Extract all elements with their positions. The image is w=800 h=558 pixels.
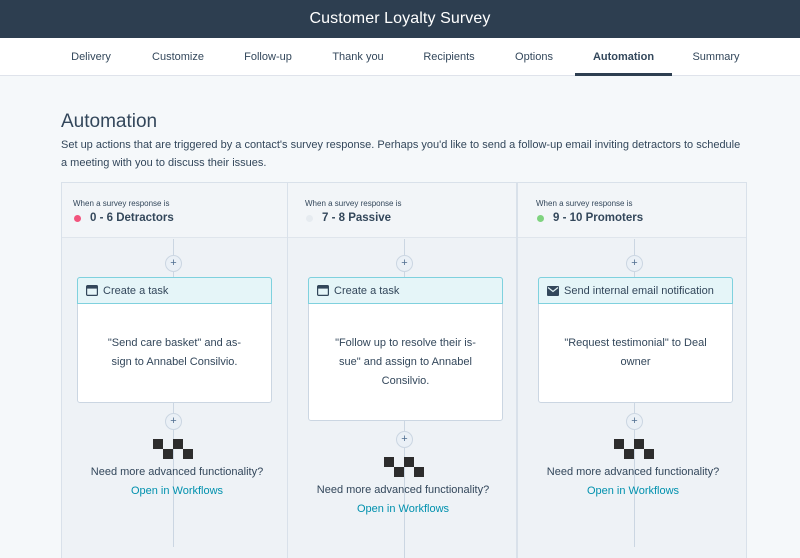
main-content: Automation Set up actions that are trigg… (0, 77, 800, 558)
add-action-button[interactable]: + (165, 255, 182, 272)
score-dot-icon (537, 215, 544, 222)
email-icon (547, 285, 559, 297)
action-label: Create a task (103, 284, 169, 297)
segment-name: 9 - 10 Promoters (553, 212, 644, 224)
advanced-functionality-text: Need more advanced functionality? (90, 466, 264, 478)
open-in-workflows-link[interactable]: Open in Workflows (130, 485, 224, 497)
advanced-functionality-text: Need more advanced functionality? (316, 484, 490, 496)
action-card[interactable]: Create a task "Send care basket" and as-… (77, 277, 272, 403)
plus-icon: + (631, 257, 638, 269)
automation-column-passive: When a survey response is 7 - 8 Passive … (287, 182, 517, 558)
automation-column-detractors: When a survey response is 0 - 6 Detracto… (61, 182, 291, 558)
add-action-button[interactable]: + (396, 431, 413, 448)
tab-thank-you[interactable]: Thank you (318, 38, 398, 76)
plus-icon: + (401, 433, 408, 445)
active-tab-indicator (575, 73, 672, 76)
trigger-prefix: When a survey response is (305, 199, 402, 208)
action-label: Send internal email notification (564, 284, 714, 297)
tab-customize[interactable]: Customize (139, 38, 217, 76)
tab-label: Recipients (423, 51, 475, 63)
action-card-header: Create a task (77, 277, 272, 304)
add-action-button[interactable]: + (396, 255, 413, 272)
tab-label: Customize (152, 51, 204, 63)
action-card-header: Send internal email notification (538, 277, 733, 304)
tab-options[interactable]: Options (499, 38, 569, 76)
action-description: "Follow up to resolve their is-sue" and … (335, 336, 476, 387)
action-description: "Send care basket" and as-sign to Annabe… (107, 337, 242, 368)
trigger-prefix: When a survey response is (73, 199, 170, 208)
open-in-workflows-link[interactable]: Open in Workflows (586, 485, 680, 497)
add-action-button[interactable]: + (626, 255, 643, 272)
automation-column-promoters: When a survey response is 9 - 10 Promote… (517, 182, 747, 558)
trigger-prefix: When a survey response is (536, 199, 633, 208)
app-title: Customer Loyalty Survey (309, 10, 491, 27)
segment-name: 7 - 8 Passive (322, 212, 392, 224)
plus-icon: + (170, 257, 177, 269)
plus-icon: + (170, 415, 177, 427)
action-label: Create a task (334, 284, 400, 297)
finish-flag-icon (614, 439, 654, 459)
column-header: When a survey response is 9 - 10 Promote… (518, 183, 746, 238)
tab-follow-up[interactable]: Follow-up (229, 38, 307, 76)
tab-label: Automation (592, 51, 655, 63)
tab-label: Thank you (332, 51, 384, 63)
finish-flag-icon (153, 439, 193, 459)
tab-label: Options (515, 51, 553, 63)
score-dot-icon (74, 215, 81, 222)
tab-automation[interactable]: Automation (575, 38, 672, 76)
tab-label: Summary (692, 51, 740, 63)
top-bar: Customer Loyalty Survey (0, 0, 800, 38)
column-header: When a survey response is 7 - 8 Passive (288, 183, 516, 238)
tab-summary[interactable]: Summary (681, 38, 751, 76)
plus-icon: + (631, 415, 638, 427)
segment-name: 0 - 6 Detractors (90, 212, 174, 224)
advanced-functionality-text: Need more advanced functionality? (546, 466, 720, 478)
plus-icon: + (401, 257, 408, 269)
open-in-workflows-link[interactable]: Open in Workflows (356, 503, 450, 515)
finish-flag-icon (384, 457, 424, 477)
action-card[interactable]: Send internal email notification "Reques… (538, 277, 733, 403)
tab-bar: Delivery Customize Follow-up Thank you R… (0, 38, 800, 76)
add-action-button[interactable]: + (626, 413, 643, 430)
tab-recipients[interactable]: Recipients (408, 38, 490, 76)
score-dot-icon (306, 215, 313, 222)
action-description: "Request testimonial" to Deal owner (564, 337, 707, 368)
page-description: Set up actions that are triggered by a c… (61, 139, 741, 169)
column-header: When a survey response is 0 - 6 Detracto… (62, 183, 290, 238)
task-icon (317, 285, 329, 297)
page-title: Automation (61, 111, 158, 132)
tab-delivery[interactable]: Delivery (53, 38, 129, 76)
add-action-button[interactable]: + (165, 413, 182, 430)
action-card[interactable]: Create a task "Follow up to resolve thei… (308, 277, 503, 421)
tab-label: Follow-up (244, 51, 292, 63)
action-card-header: Create a task (308, 277, 503, 304)
tab-label: Delivery (71, 51, 111, 63)
task-icon (86, 285, 98, 297)
